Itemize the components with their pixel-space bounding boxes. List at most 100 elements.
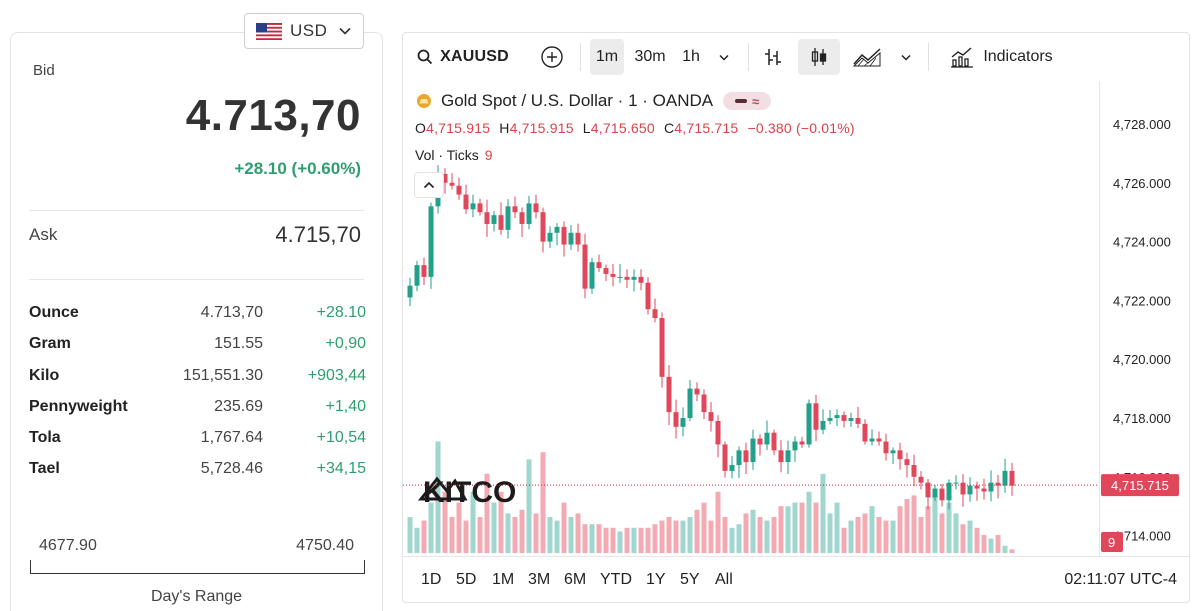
candle-body <box>988 482 994 492</box>
volume-bar <box>736 524 742 553</box>
volume-bar <box>995 535 1001 553</box>
range-1y-button[interactable]: 1Y <box>646 571 666 588</box>
range-all-button[interactable]: All <box>715 571 733 588</box>
volume-bar <box>666 517 672 553</box>
volume-bar <box>946 502 952 553</box>
indicators-icon <box>951 47 974 68</box>
candle-body <box>547 232 553 242</box>
volume-bar <box>456 502 462 553</box>
chart-toolbar: XAUUSD 1m 30m 1h <box>403 33 1189 81</box>
candle-body <box>799 441 805 445</box>
symbol-search-button[interactable]: XAUUSD <box>413 39 513 75</box>
interval-dropdown[interactable] <box>709 39 739 75</box>
candle-body <box>848 418 854 421</box>
volume-bar <box>512 517 518 553</box>
volume-bar <box>673 520 679 553</box>
chart-type-dropdown[interactable] <box>893 39 919 75</box>
symbol-label: XAUUSD <box>440 48 509 65</box>
plus-circle-icon <box>541 46 563 68</box>
volume-bar <box>876 517 882 553</box>
candle-body <box>736 450 742 466</box>
volume-bar <box>806 491 812 553</box>
interval-1h[interactable]: 1h <box>682 48 700 65</box>
volume-bar <box>925 506 931 553</box>
bar-chart-type-button[interactable] <box>756 39 790 75</box>
price-tick-label: 4,714.000 <box>1113 529 1171 544</box>
range-6m-button[interactable]: 6M <box>564 571 587 588</box>
volume-bar <box>967 520 973 553</box>
volume-bar <box>1002 545 1008 553</box>
candle-body <box>701 394 707 413</box>
candle-body <box>722 444 728 471</box>
candle-body <box>561 226 567 245</box>
candle-body <box>743 450 749 463</box>
unit-price: 151,551.30 <box>182 366 263 384</box>
price-chart[interactable]: KITCO4,728.0004,726.0004,724.0004,722.00… <box>403 81 1189 561</box>
candle-body <box>918 476 924 483</box>
volume-bar <box>757 517 763 553</box>
unit-change: +0,90 <box>325 335 366 353</box>
last-price-label: 4,715.715 <box>1111 478 1169 493</box>
candle-body <box>484 212 490 224</box>
volume-bar <box>505 513 511 553</box>
candle-body <box>792 441 798 451</box>
volume-bar <box>897 506 903 553</box>
volume-bar <box>834 502 840 553</box>
candle-body <box>890 450 896 454</box>
volume-bar <box>729 527 735 553</box>
volume-bar <box>869 506 875 553</box>
volume-bar <box>610 527 616 553</box>
range-1d-button[interactable]: 1D <box>421 571 442 588</box>
compare-symbol-button[interactable] <box>537 39 567 75</box>
indicators-button[interactable]: Indicators <box>940 39 1063 75</box>
unit-price: 151.55 <box>214 335 263 353</box>
volume-legend-label: Vol · Ticks <box>415 147 479 163</box>
high-value: 4,715.915 <box>509 120 574 136</box>
us-flag-icon <box>256 22 282 40</box>
interval-1m[interactable]: 1m <box>590 39 624 75</box>
range-3m-button[interactable]: 3M <box>528 571 551 588</box>
candle-body <box>708 412 714 421</box>
unit-price: 5,728.46 <box>200 460 263 478</box>
candle-body <box>869 438 875 442</box>
collapse-legend-button[interactable] <box>414 172 444 198</box>
indicators-label: Indicators <box>983 48 1053 65</box>
low-label: L <box>582 120 591 136</box>
high-label: H <box>499 120 510 136</box>
candle-body <box>876 438 882 442</box>
range-1m-button[interactable]: 1M <box>492 571 515 588</box>
interval-30m[interactable]: 30m <box>634 48 666 65</box>
unit-name: Kilo <box>29 366 60 384</box>
area-chart-type-button[interactable] <box>849 39 885 75</box>
unit-price-table: Ounce 4.713,70 +28.10 Gram 151.55 +0,90 … <box>29 304 366 492</box>
candle-body <box>974 485 980 489</box>
candles-chart-type-button[interactable] <box>798 39 840 75</box>
days-range-bar <box>30 560 365 574</box>
bid-price: 4.713,70 <box>185 91 361 140</box>
volume-bar <box>533 513 539 553</box>
candle-body <box>778 450 784 463</box>
candle-body <box>470 203 476 210</box>
status-badge[interactable]: ≈ <box>723 92 772 110</box>
range-ytd-button[interactable]: YTD <box>600 571 632 588</box>
volume-bar <box>939 513 945 553</box>
volume-bar <box>988 538 994 553</box>
price-tick-label: 4,718.000 <box>1113 411 1171 426</box>
chevron-down-icon <box>339 27 351 35</box>
volume-bar <box>414 527 420 553</box>
currency-label: USD <box>290 21 328 40</box>
candle-body <box>526 203 532 224</box>
price-tick-label: 4,728.000 <box>1113 117 1171 132</box>
range-5y-button[interactable]: 5Y <box>680 571 700 588</box>
candle-body <box>750 438 756 463</box>
volume-bar <box>911 495 917 553</box>
volume-bar <box>554 520 560 553</box>
volume-bar <box>694 509 700 553</box>
candle-body <box>932 488 938 498</box>
volume-bar <box>918 517 924 553</box>
volume-bar <box>561 502 567 553</box>
range-5d-button[interactable]: 5D <box>456 571 477 588</box>
candle-body <box>862 423 868 442</box>
currency-select[interactable]: USD <box>244 13 364 49</box>
volume-bar <box>652 524 658 553</box>
